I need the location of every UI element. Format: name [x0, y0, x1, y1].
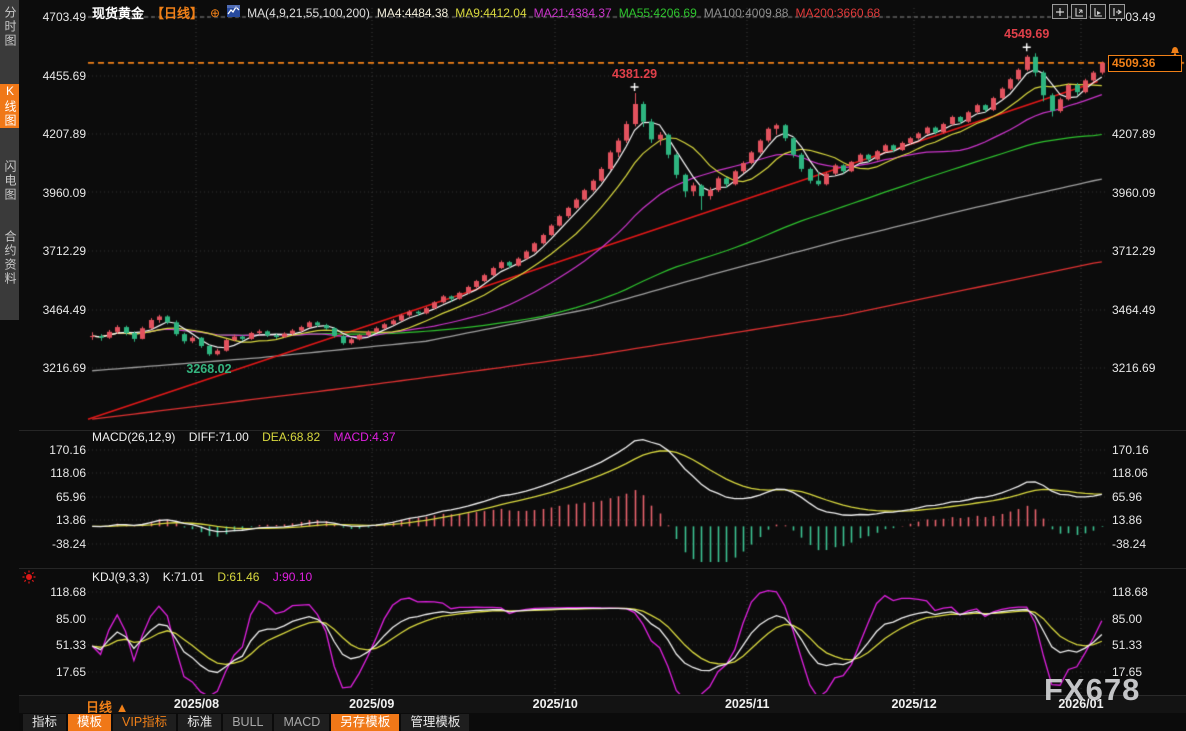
- current-price-box: 4509.36: [1108, 46, 1182, 72]
- axis-tick-label: 3464.49: [42, 302, 86, 317]
- toolbar-button-vip-indicator[interactable]: VIP指标: [113, 713, 177, 731]
- toolbar-button-macd[interactable]: MACD: [274, 713, 330, 731]
- axis-tick-label: 3960.09: [1112, 185, 1156, 200]
- macd-title[interactable]: MACD(26,12,9): [92, 430, 176, 444]
- axis-tick-label: 4455.69: [42, 68, 86, 83]
- current-price-value: 4509.36: [1112, 55, 1156, 70]
- xaxis-date: 2026/01: [1058, 697, 1104, 711]
- macd-hist-value: MACD:4.37: [333, 430, 396, 444]
- alert-flash-icon[interactable]: [22, 570, 36, 589]
- kdj-k-value: K:71.01: [162, 570, 205, 584]
- kdj-j-value: J:90.10: [272, 570, 313, 584]
- macd-panel-header: MACD(26,12,9) DIFF:71.00 DEA:68.82 MACD:…: [92, 430, 406, 444]
- price-annotation: 3268.02: [186, 361, 232, 376]
- ma55-value: MA55:4206.69: [618, 5, 697, 20]
- axis-tick-label: 17.65: [55, 664, 86, 679]
- chart-tool-buttons: [1052, 4, 1125, 19]
- sidebar-item-flash-chart[interactable]: 闪电图: [3, 160, 17, 202]
- jump-to-latest-icon[interactable]: [1109, 4, 1125, 19]
- bottom-toolbar: 指标 模板 VIP指标 标准 BULL MACD 另存模板 管理模板: [19, 713, 1186, 731]
- xaxis-date: 2025/08: [173, 697, 220, 711]
- ma100-value: MA100:4009.88: [703, 5, 789, 20]
- axis-tick-label: 85.00: [55, 611, 86, 626]
- axis-tick-label: 4703.49: [42, 10, 86, 24]
- axis-tick-label: 118.06: [1112, 466, 1148, 481]
- axis-tick-label: 51.33: [1112, 637, 1143, 652]
- xaxis-strip[interactable]: [19, 695, 1186, 713]
- left-sidebar: 分时图 K线图 闪电图 合约资料: [0, 0, 19, 320]
- toolbar-button-manage-template[interactable]: 管理模板: [401, 713, 470, 731]
- kdj-panel-header: KDJ(9,3,3) K:71.01 D:61.46 J:90.10: [92, 570, 322, 584]
- chart-header: 现货黄金 【日线】 ⊕ MA(4,9,21,55,100,200) MA4:44…: [92, 3, 880, 22]
- alert-bell-icon[interactable]: [1170, 45, 1180, 60]
- ma200-value: MA200:3660.68: [795, 5, 881, 20]
- settings-plus-icon[interactable]: ⊕: [210, 5, 221, 20]
- ma21-value: MA21:4384.37: [533, 5, 612, 20]
- period-badge[interactable]: 【日线】: [151, 6, 204, 21]
- price-annotation: 4381.29: [611, 67, 658, 82]
- mini-chart-icon: [227, 5, 241, 20]
- axis-tick-label: -38.24: [1112, 536, 1147, 551]
- axis-tick-label: -38.24: [51, 536, 86, 551]
- toolbar-button-standard[interactable]: 标准: [178, 713, 222, 731]
- panel-separator: [19, 430, 1186, 431]
- axis-tick-label: 3712.29: [1112, 244, 1156, 258]
- scale-price-axis-icon[interactable]: [1071, 4, 1087, 19]
- axis-tick-label: 51.33: [55, 637, 86, 652]
- axis-tick-label: 3464.49: [1112, 302, 1156, 317]
- ma4-value: MA4:4484.38: [376, 5, 449, 20]
- axis-tick-label: 3712.29: [42, 244, 86, 258]
- macd-dea-value: DEA:68.82: [262, 430, 321, 444]
- macd-diff-value: DIFF:71.00: [188, 430, 249, 444]
- xaxis-date: 2025/09: [349, 697, 395, 711]
- xaxis-period-label[interactable]: 日线 ▲: [86, 700, 129, 715]
- price-annotation: 4549.69: [1004, 27, 1050, 42]
- watermark-fx678: FX678: [1044, 672, 1141, 707]
- axis-tick-label: 170.16: [1112, 443, 1149, 457]
- panel-separator: [19, 568, 1186, 569]
- crosshair-tool-icon[interactable]: [1052, 4, 1068, 19]
- sidebar-item-contract-info[interactable]: 合约资料: [3, 230, 17, 286]
- sidebar-item-kline-chart[interactable]: K线图: [0, 84, 19, 128]
- xaxis-date: 2025/11: [724, 697, 770, 711]
- axis-tick-label: 65.96: [1112, 489, 1143, 504]
- axis-tick-label: 118.68: [50, 585, 86, 599]
- axis-tick-label: 118.68: [1112, 585, 1148, 599]
- symbol-name: 现货黄金: [92, 6, 145, 21]
- ma-settings-label[interactable]: MA(4,9,21,55,100,200): [247, 5, 370, 20]
- axis-tick-label: 118.06: [50, 466, 86, 481]
- axis-tick-label: 4207.89: [42, 127, 86, 141]
- axis-tick-label: 13.86: [1112, 513, 1143, 528]
- xaxis-date: 2025/12: [891, 697, 937, 711]
- toolbar-button-template[interactable]: 模板: [68, 713, 112, 731]
- kdj-d-value: D:61.46: [217, 570, 260, 584]
- axis-tick-label: 3960.09: [42, 185, 86, 200]
- sidebar-item-time-chart[interactable]: 分时图: [3, 6, 17, 48]
- axis-tick-label: 17.65: [1112, 664, 1143, 679]
- toolbar-button-bull[interactable]: BULL: [223, 713, 273, 731]
- axis-tick-label: 4207.89: [1112, 127, 1156, 141]
- toolbar-button-indicator[interactable]: 指标: [23, 713, 67, 731]
- axis-tick-label: 85.00: [1112, 611, 1143, 626]
- scale-time-axis-icon[interactable]: [1090, 4, 1106, 19]
- axis-tick-label: 13.86: [55, 513, 86, 528]
- xaxis-date: 2025/10: [532, 697, 578, 711]
- axis-tick-label: 65.96: [55, 489, 86, 504]
- toolbar-button-save-template[interactable]: 另存模板: [331, 713, 400, 731]
- ma9-value: MA9:4412.04: [455, 5, 527, 20]
- axis-tick-label: 170.16: [49, 443, 86, 457]
- axis-tick-label: 3216.69: [1112, 361, 1156, 375]
- kdj-title[interactable]: KDJ(9,3,3): [92, 570, 150, 584]
- axis-tick-label: 3216.69: [42, 361, 86, 375]
